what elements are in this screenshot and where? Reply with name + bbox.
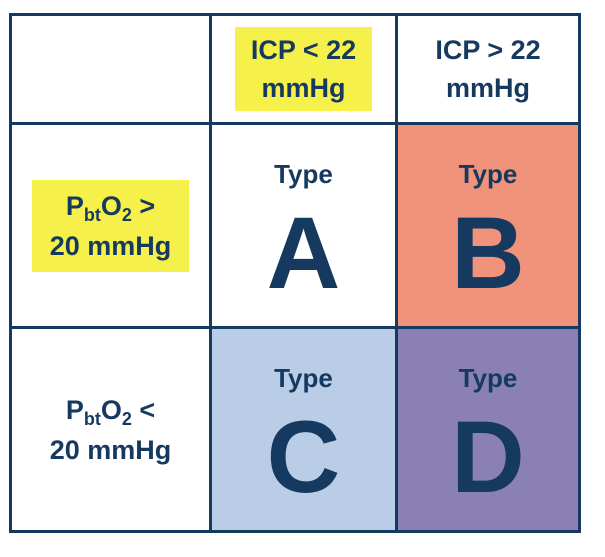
empty-corner-cell (12, 16, 209, 122)
column-header-line1: ICP > 22 (435, 35, 541, 65)
cell-type-c: Type C (212, 329, 395, 530)
column-header-line2: mmHg (445, 73, 530, 103)
grid-vline-1 (209, 16, 212, 530)
row-header-line2: 20 mmHg (49, 434, 172, 465)
cell-type-b-bg (398, 123, 578, 328)
classification-grid: ICP < 22 mmHg ICP > 22 mmHg PbtO2 > 20 m… (9, 13, 581, 533)
cell-type-b: Type B (398, 125, 578, 326)
column-header-icp-below-label: ICP < 22 mmHg (234, 27, 373, 111)
column-header-icp-below: ICP < 22 mmHg (212, 16, 395, 122)
grid-hline-2 (12, 326, 578, 329)
grid-vline-2 (395, 16, 398, 530)
grid-hline-1 (12, 122, 578, 125)
cell-type-b-letter: B (451, 196, 525, 310)
column-header-line1: ICP < 22 (250, 35, 357, 65)
row-header-line1: PbtO2 > (65, 190, 156, 225)
cell-type-c-bg (209, 328, 398, 530)
cell-type-b-word: Type (458, 159, 518, 189)
column-header-icp-above-label: ICP > 22 mmHg (435, 31, 540, 107)
row-header-pbto2-above-label: PbtO2 > 20 mmHg (31, 179, 190, 272)
cell-type-d-bg (398, 328, 578, 530)
cell-type-d: Type D (398, 329, 578, 530)
row-header-pbto2-above: PbtO2 > 20 mmHg (12, 125, 209, 326)
cell-type-c-letter: C (266, 400, 341, 514)
row-header-pbto2-below-label: PbtO2 < 20 mmHg (50, 390, 172, 470)
cell-type-a-letter: A (266, 196, 341, 310)
column-header-line2: mmHg (261, 73, 346, 103)
row-header-pbto2-below: PbtO2 < 20 mmHg (12, 329, 209, 530)
cell-type-c-word: Type (274, 363, 333, 393)
row-header-line2: 20 mmHg (49, 230, 172, 261)
row-header-line1: PbtO2 < (65, 394, 156, 429)
cell-type-a: Type A (212, 125, 395, 326)
cell-type-a-word: Type (274, 159, 333, 189)
column-header-icp-above: ICP > 22 mmHg (398, 16, 578, 122)
cell-type-d-word: Type (458, 363, 518, 393)
cell-type-d-letter: D (451, 400, 525, 514)
